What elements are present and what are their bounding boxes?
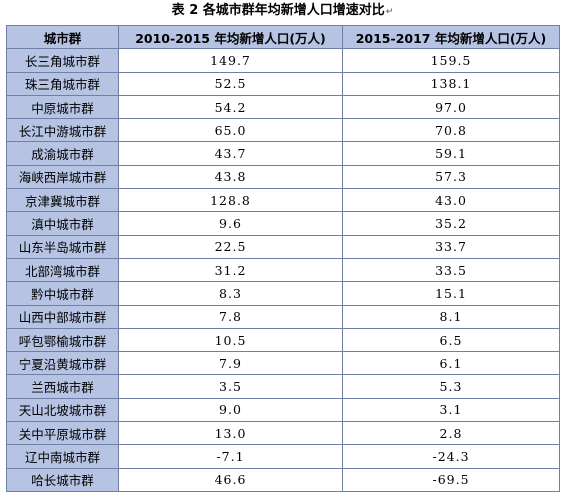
growth-2010-2015-cell: 43.8 bbox=[118, 164, 343, 190]
growth-2015-2017-cell: 33.5 bbox=[342, 257, 560, 283]
growth-2015-2017-cell: 43.0 bbox=[342, 188, 560, 213]
city-group-cell: 长江中游城市群 bbox=[6, 118, 119, 143]
growth-2010-2015-cell: 7.8 bbox=[118, 304, 343, 329]
growth-2010-2015-cell: 7.9 bbox=[118, 351, 343, 376]
table-row: 辽中南城市群 -7.1 -24.3 bbox=[6, 444, 560, 469]
growth-2010-2015-cell: 149.7 bbox=[118, 48, 343, 73]
growth-2010-2015-cell: 3.5 bbox=[118, 374, 343, 399]
city-group-cell: 北部湾城市群 bbox=[6, 257, 119, 283]
city-group-cell: 宁夏沿黄城市群 bbox=[6, 351, 119, 376]
table-row: 北部湾城市群 31.2 33.5 bbox=[6, 257, 560, 283]
table-row: 海峡西岸城市群 43.8 57.3 bbox=[6, 164, 560, 190]
city-group-cell: 中原城市群 bbox=[6, 94, 119, 120]
table-row: 成渝城市群 43.7 59.1 bbox=[6, 141, 560, 166]
city-group-cell: 天山北坡城市群 bbox=[6, 397, 119, 423]
table-row: 呼包鄂榆城市群 10.5 6.5 bbox=[6, 327, 560, 353]
growth-2015-2017-cell: 70.8 bbox=[342, 118, 560, 143]
growth-2010-2015-cell: 43.7 bbox=[118, 141, 343, 166]
growth-2015-2017-cell: -69.5 bbox=[342, 467, 560, 492]
table-caption: 表 2 各城市群年均新增人口增速对比↵ bbox=[0, 2, 565, 20]
city-group-cell: 长三角城市群 bbox=[6, 48, 119, 73]
table-row: 宁夏沿黄城市群 7.9 6.1 bbox=[6, 351, 560, 376]
table-row: 珠三角城市群 52.5 138.1 bbox=[6, 71, 560, 96]
city-group-cell: 黔中城市群 bbox=[6, 281, 119, 306]
growth-2010-2015-cell: 22.5 bbox=[118, 234, 343, 259]
growth-2010-2015-cell: 13.0 bbox=[118, 421, 343, 446]
city-group-cell: 海峡西岸城市群 bbox=[6, 164, 119, 190]
growth-2010-2015-cell: 31.2 bbox=[118, 257, 343, 283]
city-group-cell: 辽中南城市群 bbox=[6, 444, 119, 469]
population-growth-table: 城市群 2010-2015 年均新增人口(万人) 2015-2017 年均新增人… bbox=[6, 24, 560, 492]
growth-2015-2017-cell: 6.5 bbox=[342, 327, 560, 353]
table-row: 哈长城市群 46.6 -69.5 bbox=[6, 467, 560, 492]
table-body: 长三角城市群 149.7 159.5 珠三角城市群 52.5 138.1 中原城市群 54.2… bbox=[6, 48, 560, 492]
paragraph-mark-icon: ↵ bbox=[385, 7, 394, 17]
table-title: 表 2 各城市群年均新增人口增速对比 bbox=[171, 3, 385, 18]
table-header-row: 城市群 2010-2015 年均新增人口(万人) 2015-2017 年均新增人… bbox=[6, 24, 560, 50]
growth-2010-2015-cell: 46.6 bbox=[118, 467, 343, 492]
table-row: 京津冀城市群 128.8 43.0 bbox=[6, 188, 560, 213]
growth-2015-2017-cell: 57.3 bbox=[342, 164, 560, 190]
city-group-cell: 哈长城市群 bbox=[6, 467, 119, 492]
growth-2015-2017-cell: 3.1 bbox=[342, 397, 560, 423]
growth-2010-2015-cell: 52.5 bbox=[118, 71, 343, 96]
table-row: 关中平原城市群 13.0 2.8 bbox=[6, 421, 560, 446]
city-group-cell: 山东半岛城市群 bbox=[6, 234, 119, 259]
city-group-cell: 兰西城市群 bbox=[6, 374, 119, 399]
growth-2015-2017-cell: 6.1 bbox=[342, 351, 560, 376]
growth-2010-2015-cell: 65.0 bbox=[118, 118, 343, 143]
city-group-cell: 关中平原城市群 bbox=[6, 421, 119, 446]
table-row: 山东半岛城市群 22.5 33.7 bbox=[6, 234, 560, 259]
city-group-cell: 珠三角城市群 bbox=[6, 71, 119, 96]
growth-2015-2017-cell: -24.3 bbox=[342, 444, 560, 469]
column-header-2010-2015: 2010-2015 年均新增人口(万人) bbox=[118, 24, 343, 50]
growth-2015-2017-cell: 35.2 bbox=[342, 211, 560, 236]
growth-2010-2015-cell: 8.3 bbox=[118, 281, 343, 306]
table-row: 兰西城市群 3.5 5.3 bbox=[6, 374, 560, 399]
city-group-cell: 京津冀城市群 bbox=[6, 188, 119, 213]
table-row: 滇中城市群 9.6 35.2 bbox=[6, 211, 560, 236]
table-row: 长江中游城市群 65.0 70.8 bbox=[6, 118, 560, 143]
growth-2010-2015-cell: 10.5 bbox=[118, 327, 343, 353]
city-group-cell: 成渝城市群 bbox=[6, 141, 119, 166]
growth-2015-2017-cell: 138.1 bbox=[342, 71, 560, 96]
growth-2015-2017-cell: 59.1 bbox=[342, 141, 560, 166]
growth-2010-2015-cell: 128.8 bbox=[118, 188, 343, 213]
growth-2010-2015-cell: 54.2 bbox=[118, 94, 343, 120]
growth-2015-2017-cell: 33.7 bbox=[342, 234, 560, 259]
table-row: 山西中部城市群 7.8 8.1 bbox=[6, 304, 560, 329]
city-group-cell: 山西中部城市群 bbox=[6, 304, 119, 329]
growth-2015-2017-cell: 2.8 bbox=[342, 421, 560, 446]
table-row: 黔中城市群 8.3 15.1 bbox=[6, 281, 560, 306]
growth-2015-2017-cell: 97.0 bbox=[342, 94, 560, 120]
growth-2010-2015-cell: 9.6 bbox=[118, 211, 343, 236]
growth-2015-2017-cell: 15.1 bbox=[342, 281, 560, 306]
column-header-2015-2017: 2015-2017 年均新增人口(万人) bbox=[342, 24, 560, 50]
growth-2015-2017-cell: 8.1 bbox=[342, 304, 560, 329]
table-row: 长三角城市群 149.7 159.5 bbox=[6, 48, 560, 73]
growth-2015-2017-cell: 159.5 bbox=[342, 48, 560, 73]
growth-2010-2015-cell: 9.0 bbox=[118, 397, 343, 423]
column-header-city-group: 城市群 bbox=[6, 24, 119, 50]
growth-2015-2017-cell: 5.3 bbox=[342, 374, 560, 399]
table-row: 中原城市群 54.2 97.0 bbox=[6, 94, 560, 120]
city-group-cell: 呼包鄂榆城市群 bbox=[6, 327, 119, 353]
growth-2010-2015-cell: -7.1 bbox=[118, 444, 343, 469]
table-row: 天山北坡城市群 9.0 3.1 bbox=[6, 397, 560, 423]
city-group-cell: 滇中城市群 bbox=[6, 211, 119, 236]
